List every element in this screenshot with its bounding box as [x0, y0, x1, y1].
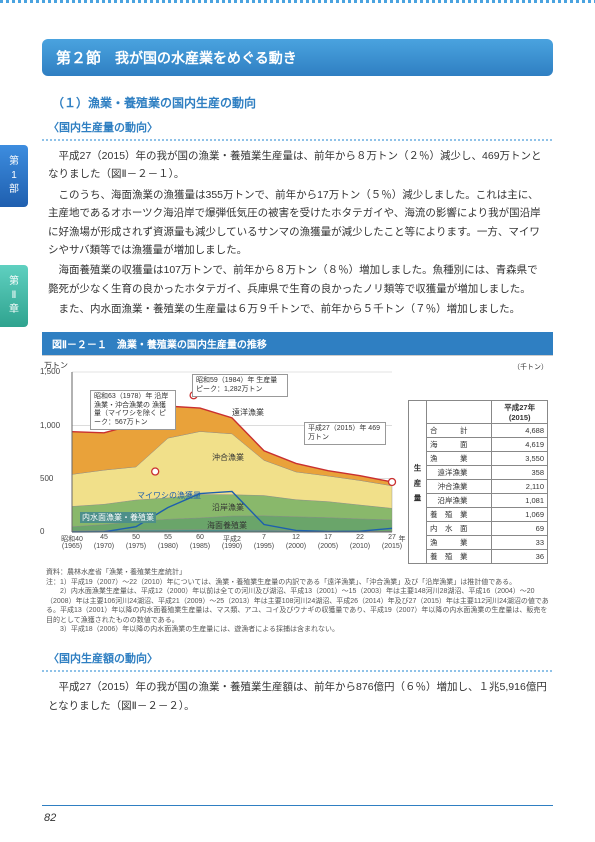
y-tick-label: 500: [40, 474, 53, 483]
series-label: 遠洋漁業: [232, 407, 264, 418]
table-row-value: 36: [492, 550, 548, 564]
x-tick-label: 60: [196, 534, 204, 541]
data-table: 生 産 量平成27年 (2015)合 計4,688海 面4,619漁 業3,55…: [408, 400, 548, 564]
section-title: 我が国の水産業をめぐる動き: [115, 48, 297, 68]
y-tick-label: 1,000: [40, 421, 60, 430]
dotted-rule: [42, 670, 553, 672]
x-tick-year: (1975): [126, 543, 146, 550]
table-row-label: 漁 業: [427, 452, 492, 466]
table-row-label: 漁 業: [427, 536, 492, 550]
dotted-rule: [42, 139, 553, 141]
paragraph: このうち、海面漁業の漁獲量は355万トンで、前年から17万トン（５％）減少しまし…: [48, 186, 547, 260]
x-tick-year: (1980): [158, 543, 178, 550]
x-tick-label: 17: [324, 534, 332, 541]
chart-and-table-row: 万トン 1,5001,0005000昭和4045505560平成27121722…: [42, 362, 553, 564]
x-tick-year: (2015): [382, 543, 402, 550]
x-tick-label: 7: [262, 534, 266, 541]
table-row-label: 養 殖 業: [427, 508, 492, 522]
paragraph: 平成27（2015）年の我が国の漁業・養殖業生産額は、前年から876億円（６％）…: [48, 678, 547, 715]
subsection-title: （１）漁業・養殖業の国内生産の動向: [52, 94, 553, 111]
chart-annotation: 昭和59（1984）年 生産量ピーク：1,282万トン: [192, 374, 288, 397]
x-tick-label: 55: [164, 534, 172, 541]
figure-notes: 資料：農林水産省「漁業・養殖業生産統計」 注：1）平成19（2007）〜22（2…: [42, 564, 553, 634]
data-table-wrap: （千トン） 生 産 量平成27年 (2015)合 計4,688海 面4,619漁…: [408, 362, 548, 564]
paragraph: 海面養殖業の収獲量は107万トンで、前年から８万トン（８％）増加しました。魚種別…: [48, 261, 547, 298]
series-label: マイワシの漁獲量: [137, 490, 201, 501]
table-row-value: 4,619: [492, 438, 548, 452]
x-tick-year: (2010): [350, 543, 370, 550]
paragraph: また、内水面漁業・養殖業の生産量は６万９千トンで、前年から５千トン（７％）増加し…: [48, 300, 547, 318]
table-row-value: 1,081: [492, 494, 548, 508]
series-label: 海面養殖業: [207, 520, 247, 531]
table-header: [427, 401, 492, 424]
table-header-year: 平成27年 (2015): [492, 401, 548, 424]
x-tick-year: (1995): [254, 543, 274, 550]
series-label: 沿岸漁業: [212, 502, 244, 513]
table-row-value: 358: [492, 466, 548, 480]
x-tick-year: (2000): [286, 543, 306, 550]
y-tick-label: 1,500: [40, 367, 60, 376]
figure-label: 図Ⅱ－２－１ 漁業・養殖業の国内生産量の推移: [42, 332, 553, 355]
table-row-value: 3,550: [492, 452, 548, 466]
section-header: 第２節 我が国の水産業をめぐる動き: [42, 39, 553, 76]
table-row-value: 33: [492, 536, 548, 550]
table-row-value: 4,688: [492, 424, 548, 438]
x-tick-year: (1970): [94, 543, 114, 550]
series-label: 内水面漁業・養殖業: [80, 512, 156, 523]
x-tick-year: (1990): [222, 543, 242, 550]
sub-heading: 〈国内生産額の動向〉: [48, 650, 553, 666]
x-tick-year: (1985): [190, 543, 210, 550]
table-group-label: 生 産 量: [409, 401, 427, 564]
chart-annotation: 平成27（2015）年 469万トン: [304, 422, 386, 445]
table-unit: （千トン）: [408, 362, 548, 372]
x-tick-label: 12: [292, 534, 300, 541]
x-tick-label: 50: [132, 534, 140, 541]
section-number: 第２節: [56, 47, 101, 68]
paragraph: 平成27（2015）年の我が国の漁業・養殖業生産量は、前年から８万トン（２％）減…: [48, 147, 547, 184]
page-number: 82: [44, 812, 56, 824]
chart-container: 万トン 1,5001,0005000昭和4045505560平成27121722…: [42, 355, 553, 634]
table-row-label: 遠洋漁業: [427, 466, 492, 480]
sub-heading: 〈国内生産量の動向〉: [48, 119, 553, 135]
chart-annotation: 昭和63（1978）年 沿岸漁業・沖合漁業の 漁獲量（マイワシを除く ピーク：5…: [90, 390, 176, 430]
x-tick-label: 45: [100, 534, 108, 541]
x-tick-year: (1965): [62, 543, 82, 550]
table-row-value: 1,069: [492, 508, 548, 522]
x-tick-label: 22: [356, 534, 364, 541]
y-tick-label: 0: [40, 527, 44, 536]
table-row-label: 内 水 面: [427, 522, 492, 536]
x-tick-year: (2005): [318, 543, 338, 550]
table-row-label: 沖合漁業: [427, 480, 492, 494]
table-row-label: 合 計: [427, 424, 492, 438]
x-tick-label: 27: [388, 534, 396, 541]
table-row-label: 海 面: [427, 438, 492, 452]
stacked-area-chart: 万トン 1,5001,0005000昭和4045505560平成27121722…: [42, 362, 402, 562]
table-row-value: 2,110: [492, 480, 548, 494]
table-row-label: 沿岸漁業: [427, 494, 492, 508]
page-bottom-rule: [42, 805, 553, 806]
table-row-label: 養 殖 業: [427, 550, 492, 564]
series-label: 沖合漁業: [212, 452, 244, 463]
page-content: 第２節 我が国の水産業をめぐる動き （１）漁業・養殖業の国内生産の動向 〈国内生…: [0, 3, 595, 737]
table-row-value: 69: [492, 522, 548, 536]
